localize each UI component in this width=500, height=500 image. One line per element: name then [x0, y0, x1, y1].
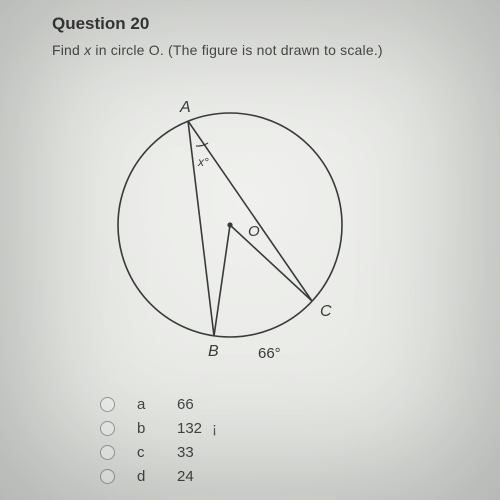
- radio-icon[interactable]: [100, 397, 115, 412]
- svg-text:66°: 66°: [258, 345, 281, 362]
- svg-text:C: C: [320, 303, 332, 320]
- svg-text:x°: x°: [197, 155, 209, 169]
- option-key: d: [137, 468, 177, 485]
- stray-mark: ¡: [212, 420, 217, 437]
- radio-icon[interactable]: [100, 421, 115, 436]
- svg-text:A: A: [179, 99, 191, 116]
- option-a-row[interactable]: a 66: [100, 392, 217, 416]
- question-title: Question 20: [52, 14, 149, 34]
- radio-icon[interactable]: [100, 445, 115, 460]
- option-value: 33: [177, 444, 194, 461]
- geometry-figure: x° A B C O 66°: [80, 70, 380, 370]
- option-value: 66: [177, 396, 194, 413]
- option-value: 24: [177, 468, 194, 485]
- option-value: 132: [177, 420, 202, 437]
- prompt-pre: Find: [52, 42, 84, 58]
- option-c-row[interactable]: c 33: [100, 440, 217, 464]
- option-key: a: [137, 396, 177, 413]
- prompt-post: in circle O. (The figure is not drawn to…: [91, 42, 382, 58]
- svg-text:O: O: [248, 223, 260, 240]
- circle-diagram-svg: x° A B C O 66°: [80, 70, 380, 370]
- answer-options: a 66 b 132 ¡ c 33 d 24: [100, 392, 217, 488]
- option-b-row[interactable]: b 132 ¡: [100, 416, 217, 440]
- radio-icon[interactable]: [100, 469, 115, 484]
- option-d-row[interactable]: d 24: [100, 464, 217, 488]
- svg-text:B: B: [208, 343, 219, 360]
- question-prompt: Find x in circle O. (The figure is not d…: [52, 42, 383, 58]
- option-key: c: [137, 444, 177, 461]
- option-key: b: [137, 420, 177, 437]
